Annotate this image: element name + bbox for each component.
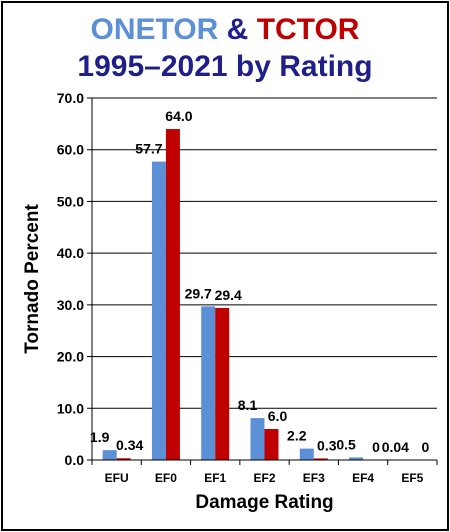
x-tick-label: EFU [105, 471, 129, 485]
y-tick-label: 40.0 [57, 245, 84, 261]
bar-onetor [201, 306, 216, 460]
chart-title-line1: ONETOR & TCTOR [0, 12, 450, 48]
data-label-tctor: 29.4 [215, 287, 242, 303]
bar-tctor [215, 307, 230, 460]
bar-onetor [349, 457, 364, 460]
title-series1-name: ONETOR [90, 13, 219, 46]
bar-tctor [116, 458, 131, 460]
data-label-tctor: 6.0 [268, 408, 288, 424]
x-tick-label: EF4 [352, 471, 374, 485]
x-tick-labels: EFU EF0 EF1 EF2 EF3 EF4 EF5 [105, 471, 424, 485]
data-label-onetor: 8.1 [238, 397, 258, 413]
data-label-tctor: 0.3 [317, 437, 337, 453]
bar-tctor [264, 428, 279, 460]
bar-onetor [299, 448, 314, 460]
bar-onetor [151, 161, 166, 460]
data-label-onetor: 2.2 [287, 428, 307, 444]
y-tick-label: 60.0 [57, 142, 84, 158]
x-tick-label: EF3 [303, 471, 325, 485]
data-label-tctor: 0 [372, 439, 380, 455]
gridlines [92, 97, 437, 409]
title-connector: & [226, 13, 249, 46]
y-tick-label: 30.0 [57, 297, 84, 313]
chart-title-line2: 1995–2021 by Rating [77, 50, 373, 83]
y-axis-title: Tornado Percent [22, 204, 43, 354]
x-axis-title: Damage Rating [195, 492, 333, 513]
x-tick-label: EF0 [155, 471, 177, 485]
data-label-onetor: 29.7 [185, 285, 212, 301]
x-tick-label: EF5 [401, 471, 423, 485]
data-label-onetor: 0.04 [382, 439, 409, 455]
y-tick-label: 10.0 [57, 400, 84, 416]
data-label-tctor: 64.0 [165, 108, 192, 124]
y-tick-label: 70.0 [57, 90, 84, 106]
bar-tctor [313, 458, 328, 460]
x-tick-label: EF2 [253, 471, 275, 485]
bar-onetor [250, 418, 265, 460]
y-tick-label: 0.0 [65, 452, 85, 468]
x-tick-label: EF1 [204, 471, 226, 485]
axes [87, 97, 438, 465]
data-label-onetor: 0.5 [336, 436, 356, 452]
bar-onetor [102, 450, 117, 460]
y-tick-labels: 0.0 10.0 20.0 30.0 40.0 50.0 60.0 70.0 [57, 90, 84, 468]
y-tick-label: 20.0 [57, 349, 84, 365]
data-label-tctor: 0.34 [116, 437, 143, 453]
title-series2-name: TCTOR [256, 13, 360, 46]
data-label-onetor: 57.7 [135, 141, 162, 157]
y-tick-label: 50.0 [57, 193, 84, 209]
data-label-onetor: 1.9 [90, 429, 110, 445]
bar-tctor [165, 129, 180, 460]
bars [102, 129, 413, 460]
data-label-tctor: 0 [421, 439, 429, 455]
